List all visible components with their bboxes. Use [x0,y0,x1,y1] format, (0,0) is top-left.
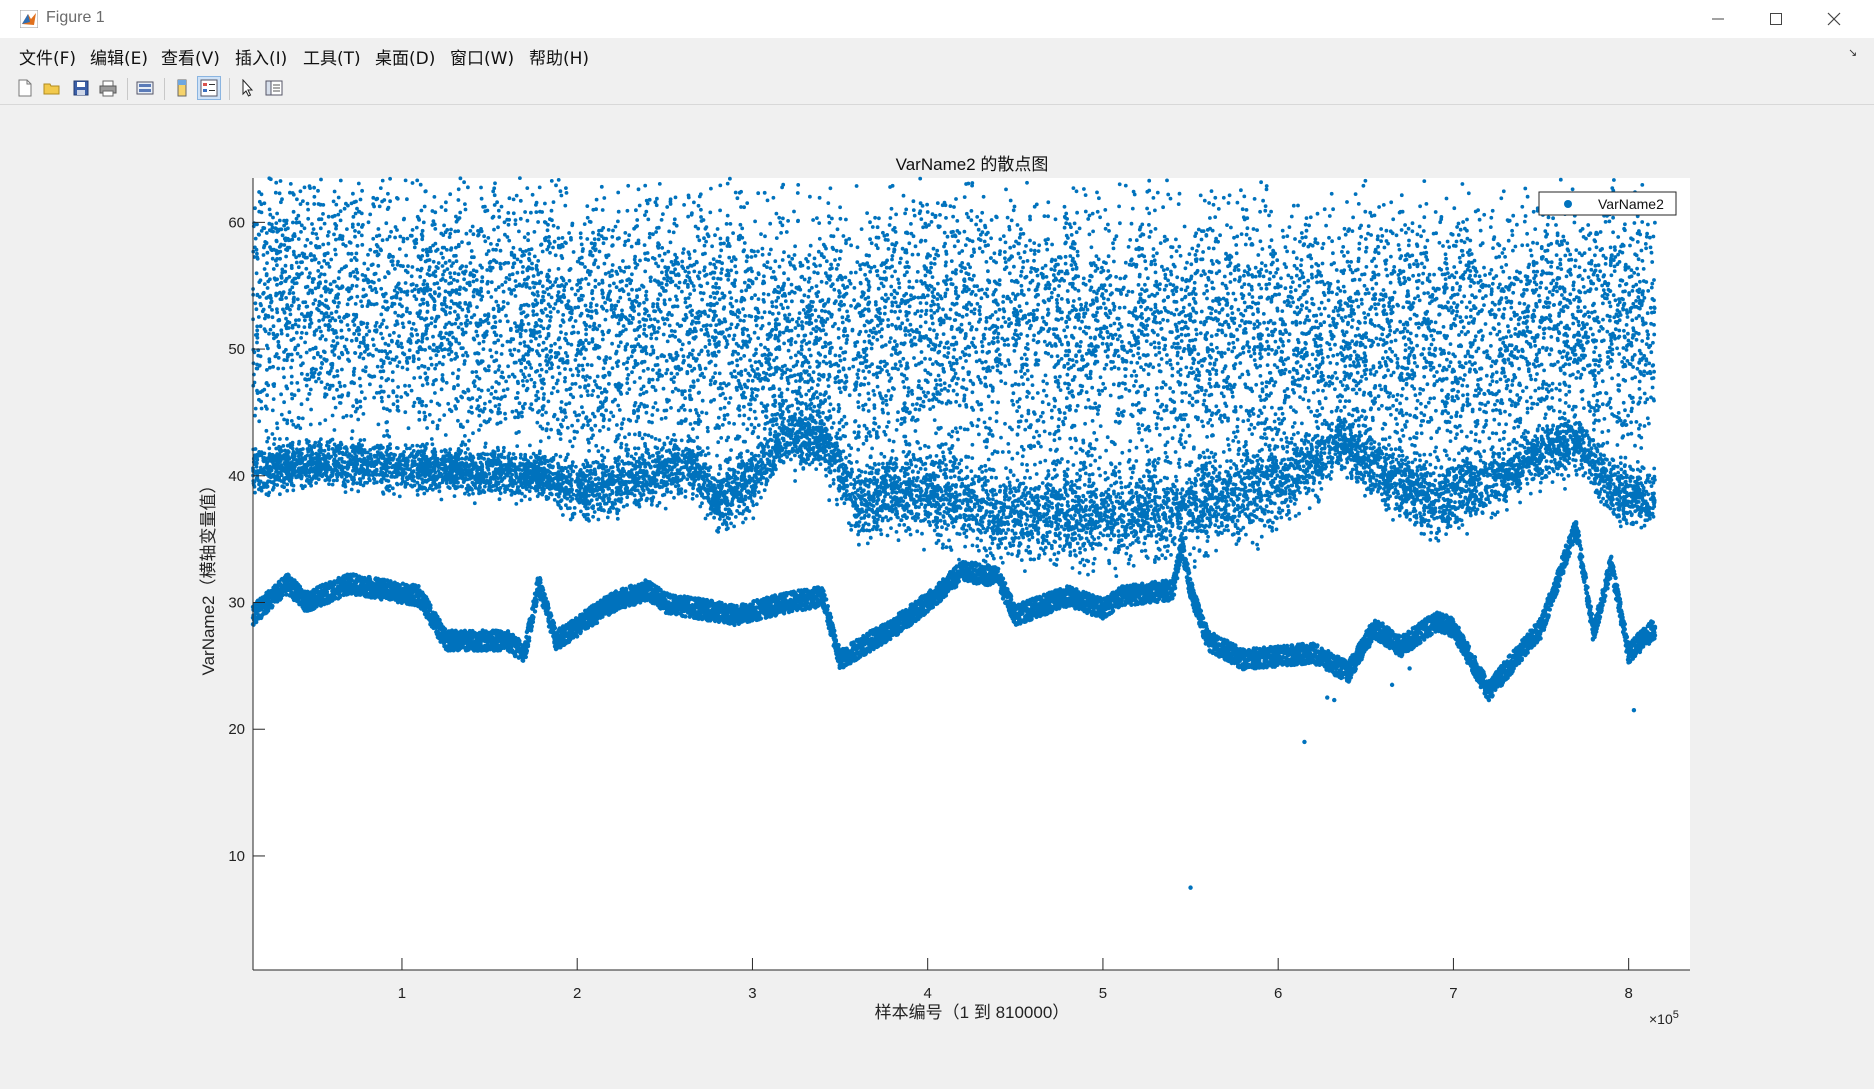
maximize-button[interactable] [1748,0,1804,38]
y-axis-label: VarName2（横轴变量值） [199,477,218,676]
x-tick-label: 4 [924,985,932,1002]
menu-window[interactable]: 窗口(W) [450,49,515,69]
x-tick-label: 2 [573,985,581,1002]
outlier-point [1188,885,1193,890]
window-title: Figure 1 [46,9,105,26]
chart-title: VarName2 的散点图 [896,155,1049,174]
legend-icon[interactable] [197,76,221,100]
outlier-point [1325,695,1330,700]
property-editor-icon[interactable] [262,76,286,100]
y-tick-label: 40 [228,468,245,485]
menu-edit[interactable]: 编辑(E) [90,49,149,69]
y-tick-label: 60 [228,214,245,231]
new-figure-icon[interactable] [13,76,37,100]
toolbar-separator [164,78,165,100]
legend-marker [1564,200,1572,208]
menu-tools[interactable]: 工具(T) [303,49,361,69]
minimize-icon [1712,18,1724,20]
pointer-icon[interactable] [235,76,259,100]
x-tick-label: 8 [1624,985,1632,1002]
outlier-point [1631,708,1637,713]
x-exponent-base: ×10 [1649,1011,1673,1027]
scatter-points [250,176,1658,703]
y-ticks: 10 20 30 40 50 60 [228,214,265,865]
maximize-icon [1770,13,1782,25]
toolbar-separator [229,78,230,100]
open-file-icon[interactable] [40,76,64,100]
y-tick-label: 10 [228,848,245,865]
outlier-point [1389,682,1395,688]
menu-insert[interactable]: 插入(I) [235,49,288,69]
menu-desktop[interactable]: 桌面(D) [375,49,436,69]
x-tick-label: 5 [1099,985,1107,1002]
x-axis-label: 样本编号（1 到 810000） [875,1003,1070,1022]
scatter-series-varname2 [250,176,1658,703]
y-tick-label: 30 [228,595,245,612]
menu-file[interactable]: 文件(F) [19,49,77,69]
outlier-point [1302,739,1307,745]
close-button[interactable] [1806,0,1862,38]
close-icon [1827,12,1841,26]
x-tick-label: 7 [1449,985,1457,1002]
outlier-points [1188,666,1637,890]
toolbar-separator [127,78,128,100]
legend-entry: VarName2 [1598,196,1664,212]
x-tick-label: 6 [1274,985,1282,1002]
x-ticks: 1 2 3 4 5 6 7 8 [398,958,1633,1002]
print-icon[interactable] [96,76,120,100]
save-icon[interactable] [69,76,93,100]
menu-help[interactable]: 帮助(H) [529,49,590,69]
y-tick-label: 50 [228,341,245,358]
outlier-point [1332,697,1337,703]
legend[interactable]: VarName2 [1538,191,1677,216]
scatter-plot[interactable]: 1 2 3 4 5 6 7 8 10 20 30 40 50 60 VarName2 的散点图 样本编号… [12,106,1862,1076]
colorbar-icon[interactable] [170,76,194,100]
figure-canvas: 1 2 3 4 5 6 7 8 10 20 30 40 50 60 VarName2 的散点图 样本编号… [12,106,1862,1076]
x-exponent-label: ×105 [1649,1009,1679,1027]
title-bar: Figure 1 [0,0,1874,38]
x-exponent-power: 5 [1673,1009,1679,1021]
outlier-point [1407,666,1412,671]
x-tick-label: 1 [398,985,406,1002]
minimize-button[interactable] [1690,0,1746,38]
x-tick-label: 3 [748,985,756,1002]
matlab-icon [19,9,39,29]
menu-bar: 文件(F) 编辑(E) 查看(V) 插入(I) 工具(T) 桌面(D) 窗口(W… [0,38,1874,70]
legend-box [1538,191,1677,216]
link-plot-icon[interactable] [133,76,157,100]
toolbar [0,72,1874,105]
y-tick-label: 20 [228,721,245,738]
menu-view[interactable]: 查看(V) [161,49,220,69]
undock-icon[interactable]: ↘ [1848,46,1858,59]
